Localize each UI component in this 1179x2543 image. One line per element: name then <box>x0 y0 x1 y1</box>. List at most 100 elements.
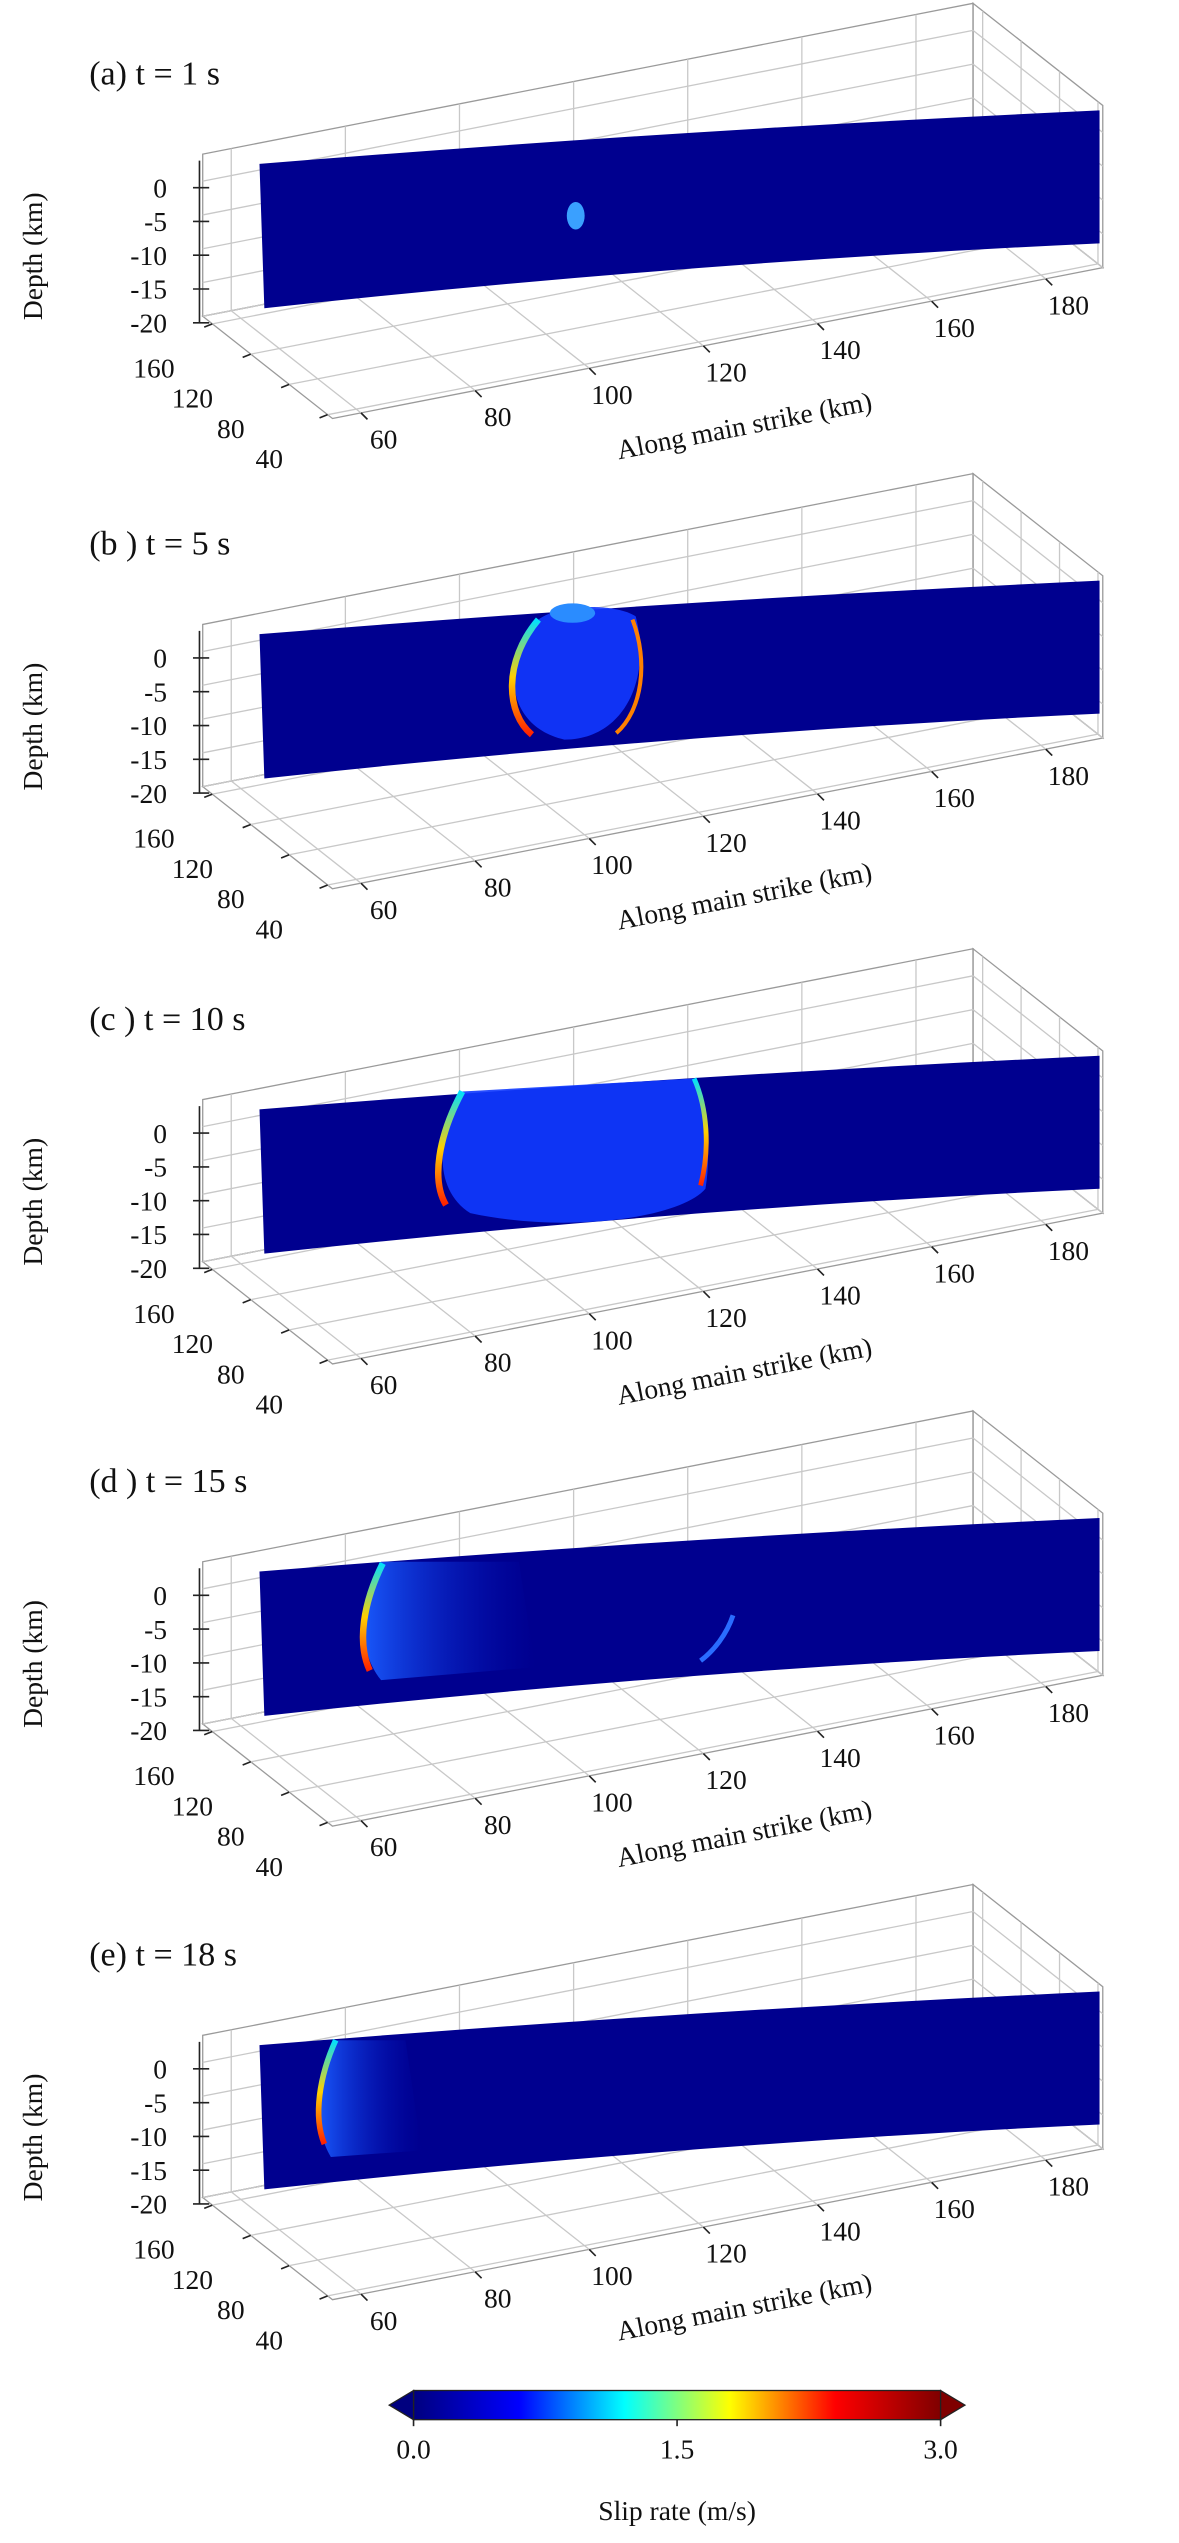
x-tick-label: 120 <box>705 2238 746 2269</box>
colorbar-tick-label: 1.5 <box>660 2434 694 2465</box>
grid-line <box>202 975 974 1128</box>
panel: 608010012014016018040801201600-5-10-15-2… <box>17 1 1105 474</box>
colorbar: 0.0 1.5 3.0 Slip rate (m/s) <box>387 2389 967 2526</box>
x-tick-label: 100 <box>591 1324 632 1355</box>
x-tick <box>816 1268 825 1277</box>
grid-line <box>344 2169 476 2273</box>
z-tick-label: -15 <box>130 1681 167 1712</box>
rupture-patch <box>699 1614 736 1663</box>
x-tick <box>702 345 711 353</box>
grid-line <box>344 1695 476 1799</box>
rupture-patch <box>364 1561 536 1681</box>
y-tick <box>280 383 290 389</box>
rupture-front <box>614 618 644 735</box>
x-tick <box>1045 278 1053 286</box>
y-tick <box>203 1730 213 1736</box>
grid-line <box>289 703 1060 856</box>
fault <box>259 1518 1100 1716</box>
x-axis-label: Along main strike (km) <box>614 385 875 465</box>
x-tick <box>931 770 939 779</box>
x-tick-label: 100 <box>591 1787 632 1818</box>
grid-line <box>327 733 1099 886</box>
x-tick <box>931 2181 939 2190</box>
x-tick <box>474 389 483 398</box>
grid-line <box>327 263 1099 416</box>
panel: 608010012014016018040801201600-5-10-15-2… <box>17 472 1105 945</box>
x-tick <box>588 837 597 846</box>
fault <box>259 580 1100 779</box>
y-tick <box>280 2264 290 2270</box>
z-tick-label: -10 <box>130 240 167 271</box>
x-tick <box>360 1357 369 1366</box>
x-tick-label: 180 <box>1048 289 1089 320</box>
panel-title: (a) t = 1 s <box>89 55 220 92</box>
x-tick-label: 160 <box>934 2193 975 2224</box>
z-tick-label: -5 <box>144 1152 167 1183</box>
x-tick-label: 160 <box>934 1720 975 1751</box>
y-tick-label: 120 <box>172 2264 213 2295</box>
x-tick <box>588 2248 597 2257</box>
rupture-front <box>315 2039 339 2146</box>
grid-line <box>202 1437 974 1590</box>
y-tick <box>242 1298 252 1304</box>
y-tick-label: 120 <box>172 853 213 884</box>
x-tick <box>931 300 939 309</box>
y-tick <box>242 353 252 359</box>
x-tick-label: 140 <box>820 1742 861 1773</box>
z-tick-label: -5 <box>144 1614 167 1645</box>
x-tick <box>474 2271 483 2279</box>
x-tick-label: 80 <box>484 872 512 903</box>
grid-line <box>344 287 476 392</box>
x-tick <box>816 322 825 331</box>
z-tick-label: -15 <box>130 2155 167 2186</box>
y-tick-label: 80 <box>217 2294 245 2325</box>
z-axis-label: Depth (km) <box>17 192 48 320</box>
grid-line <box>289 232 1060 386</box>
x-tick <box>1045 1685 1053 1694</box>
rupture-patch <box>442 1078 709 1223</box>
z-tick-label: -20 <box>130 2189 167 2220</box>
colorbar-label: Slip rate (m/s) <box>598 2495 756 2526</box>
rupture-front <box>359 1561 386 1672</box>
panel-title: (c ) t = 10 s <box>89 1001 245 1038</box>
x-tick-label: 60 <box>370 894 398 925</box>
x-tick-label: 140 <box>820 804 861 835</box>
x-tick-label: 140 <box>820 1280 861 1311</box>
colorbar-tick-label: 3.0 <box>923 2434 957 2465</box>
fault-surface <box>259 110 1100 309</box>
y-tick <box>319 1359 328 1365</box>
x-tick-label: 100 <box>591 849 632 880</box>
panel-title: (b ) t = 5 s <box>89 526 230 563</box>
y-tick-label: 40 <box>255 1851 283 1882</box>
grid-line <box>230 1717 362 1822</box>
y-tick-label: 120 <box>172 383 213 414</box>
x-tick <box>931 1246 939 1254</box>
y-tick-label: 80 <box>217 413 245 444</box>
rupture-front <box>691 1077 709 1187</box>
x-tick <box>702 1290 711 1299</box>
z-tick-label: -20 <box>130 778 167 809</box>
x-tick-label: 60 <box>370 2305 398 2336</box>
y-tick <box>242 1761 252 1766</box>
x-tick-label: 60 <box>370 1831 398 1862</box>
x-tick <box>360 1819 369 1828</box>
x-tick <box>1045 748 1053 757</box>
y-tick <box>280 853 290 859</box>
colorbar-extend <box>939 2389 967 2421</box>
grid-line <box>230 310 362 414</box>
z-tick-label: -15 <box>130 274 167 305</box>
z-axis-label: Depth (km) <box>17 663 48 791</box>
z-tick-label: -20 <box>130 308 167 339</box>
panel-title: (d ) t = 15 s <box>89 1463 247 1500</box>
y-tick <box>203 793 213 799</box>
colorbar-extend <box>387 2389 415 2421</box>
x-tick-label: 180 <box>1048 1697 1089 1728</box>
grid-line <box>289 1640 1060 1793</box>
x-axis-label: Along main strike (km) <box>614 1793 875 1873</box>
x-tick <box>360 882 369 891</box>
x-tick <box>1045 1223 1053 1232</box>
x-tick-label: 140 <box>820 334 861 365</box>
y-tick-label: 40 <box>255 1389 283 1420</box>
y-tick <box>242 2234 252 2240</box>
